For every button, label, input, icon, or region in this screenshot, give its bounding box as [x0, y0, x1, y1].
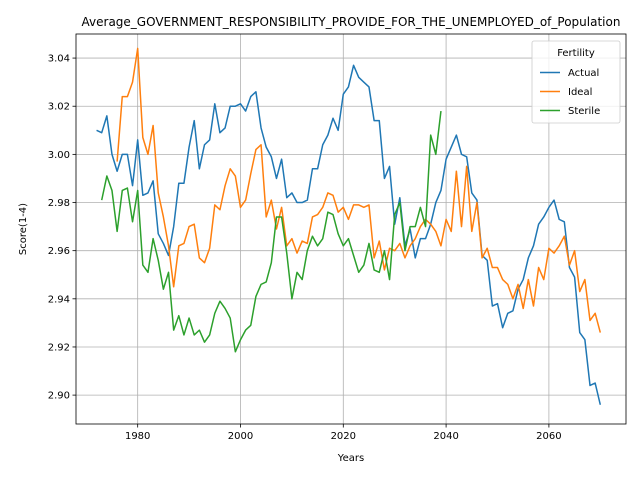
y-tick-label: 2.98	[48, 198, 70, 209]
series-line-ideal	[116, 47, 602, 333]
legend-label-ideal: Ideal	[568, 87, 592, 98]
x-axis-label: Years	[337, 453, 364, 464]
legend-label-actual: Actual	[568, 68, 599, 79]
y-tick-label: 3.02	[48, 102, 70, 113]
x-tick-label: 2040	[433, 431, 458, 442]
legend-items: Actual Ideal Sterile	[540, 68, 600, 117]
y-tick-label: 2.94	[48, 294, 70, 305]
x-tick-label: 2000	[228, 431, 253, 442]
x-tick-label: 2060	[536, 431, 561, 442]
x-axis-ticks: 1980 2000 2020 2040 2060	[125, 424, 562, 442]
y-tick-label: 3.00	[48, 150, 70, 161]
series-line-actual	[96, 64, 602, 405]
chart-title: Average_GOVERNMENT_RESPONSIBILITY_PROVID…	[82, 15, 621, 29]
plot-lines	[96, 47, 602, 405]
y-tick-label: 3.04	[48, 54, 70, 65]
y-tick-label: 2.96	[48, 246, 70, 257]
legend: Fertility Actual Ideal Sterile	[531, 40, 621, 124]
x-tick-label: 2020	[331, 431, 356, 442]
legend-box	[531, 40, 621, 124]
y-tick-label: 2.92	[48, 342, 70, 353]
y-tick-label: 2.90	[48, 391, 70, 402]
axes-frame	[75, 33, 627, 425]
x-tick-label: 1980	[125, 431, 150, 442]
legend-title: Fertility	[557, 48, 595, 59]
y-axis-label: Score(1-4)	[18, 203, 29, 255]
legend-label-sterile: Sterile	[568, 106, 600, 117]
series-line-sterile	[100, 110, 442, 353]
y-axis-ticks: 2.90 2.92 2.94 2.96 2.98 3.00 3.02 3.04	[48, 54, 76, 402]
